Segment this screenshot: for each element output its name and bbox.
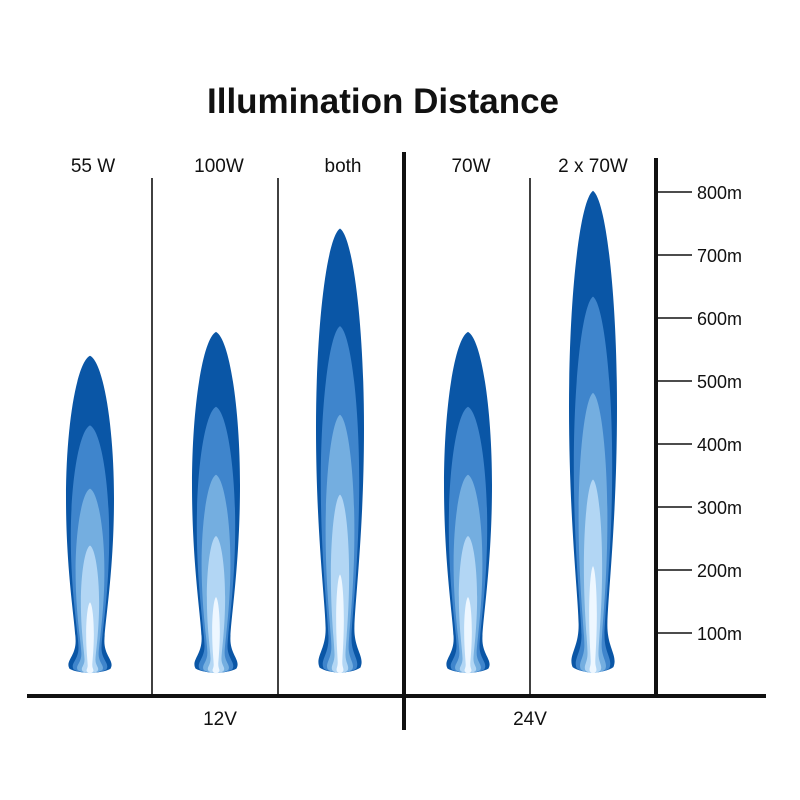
category-label: both [325, 156, 362, 177]
group-label: 12V [203, 709, 237, 730]
tick-label: 500m [697, 372, 742, 392]
beam-1-layer-4 [212, 597, 220, 674]
category-label: 70W [451, 156, 490, 177]
tick-label: 800m [697, 183, 742, 203]
beam-0 [66, 355, 114, 674]
column-dividers [27, 152, 766, 730]
beam-2-layer-4 [336, 574, 344, 674]
category-label: 100W [194, 156, 244, 177]
beam-3-layer-4 [464, 597, 472, 674]
tick-label: 700m [697, 246, 742, 266]
beam-2 [316, 228, 364, 674]
tick-label: 100m [697, 624, 742, 644]
beam-4 [569, 190, 617, 674]
category-label: 2 x 70W [558, 156, 628, 177]
tick-label: 600m [697, 309, 742, 329]
beam-4-layer-4 [589, 566, 597, 674]
chart-title: Illumination Distance [207, 82, 559, 121]
beam-1 [192, 331, 240, 674]
group-label: 24V [513, 709, 547, 730]
category-label: 55 W [71, 156, 115, 177]
tick-label: 200m [697, 561, 742, 581]
beam-0-layer-4 [86, 602, 94, 674]
distance-axis: 100m 200m 300m 400m 500m 600m 700m 800m [654, 158, 742, 696]
tick-label: 400m [697, 435, 742, 455]
voltage-group-labels: 12V 24V [203, 709, 547, 730]
beam-3 [444, 331, 492, 674]
beam-layer [66, 190, 617, 674]
tick-label: 300m [697, 498, 742, 518]
category-labels: 55 W 100W both 70W 2 x 70W [71, 156, 628, 177]
